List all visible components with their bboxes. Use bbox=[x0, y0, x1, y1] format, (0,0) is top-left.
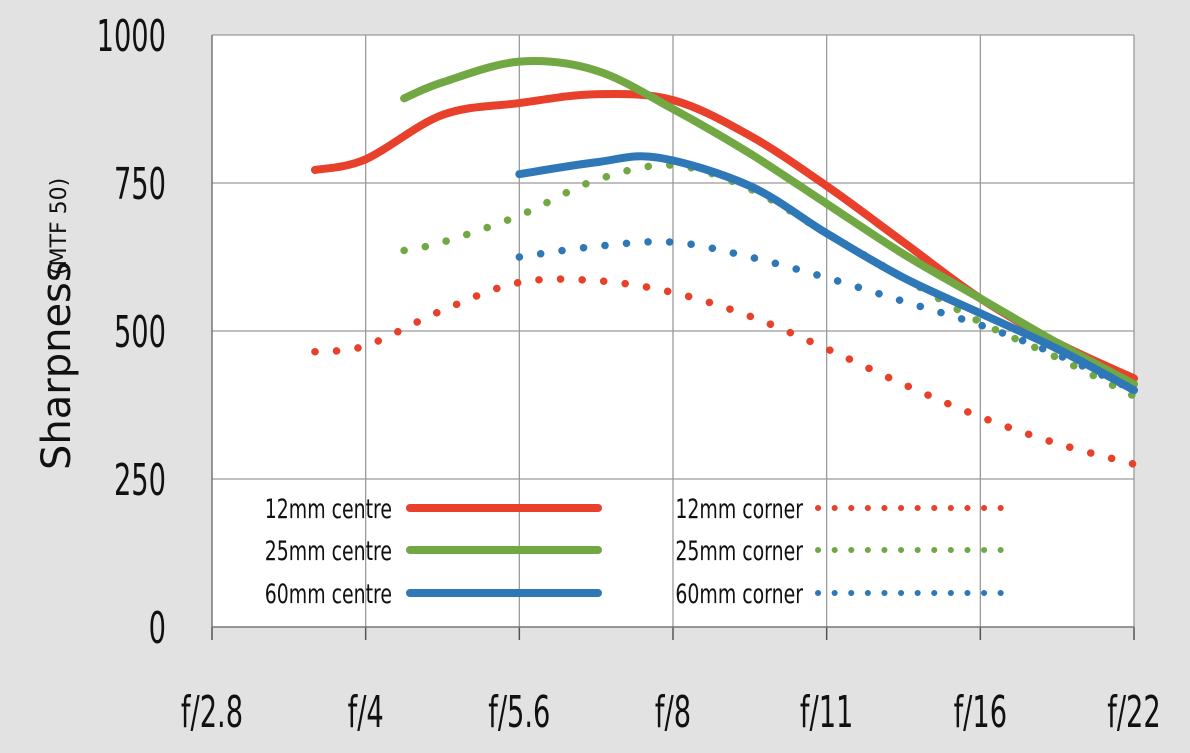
y-axis-label: Sharpness bbox=[34, 261, 80, 470]
axis-layer: 0 250 500 750 1000 f/2.8 f/4 f/5.6 f/8 f/11 f/16 f/… bbox=[97, 10, 1161, 738]
x-tick-label: f/4 bbox=[348, 686, 384, 738]
x-tick-label: f/5.6 bbox=[488, 686, 550, 738]
x-tick-label: f/11 bbox=[800, 686, 853, 738]
series-25mm-centre bbox=[400, 57, 1138, 389]
x-tick-label: f/16 bbox=[954, 686, 1007, 738]
y-axis-title: Sharpness (MTF 50) bbox=[34, 178, 80, 470]
y-tick-label: 500 bbox=[114, 306, 166, 358]
legend-label: 25mm centre bbox=[265, 536, 392, 567]
legend: 12mm centre 25mm centre 60mm centre 12mm co… bbox=[265, 494, 1015, 610]
x-tick-label: f/2.8 bbox=[181, 686, 243, 738]
y-tick-label: 250 bbox=[114, 454, 166, 506]
grid-lines bbox=[212, 34, 1135, 627]
series-60mm-centre bbox=[515, 152, 1138, 395]
legend-label: 12mm corner bbox=[675, 494, 803, 525]
series-60mm-corner bbox=[515, 237, 1138, 394]
y-tick-label: 1000 bbox=[97, 10, 166, 62]
legend-label: 60mm corner bbox=[675, 579, 803, 610]
series-layer bbox=[310, 57, 1138, 468]
legend-label: 60mm centre bbox=[265, 579, 392, 610]
x-tick-label: f/22 bbox=[1107, 686, 1160, 738]
legend-label: 25mm corner bbox=[675, 536, 803, 567]
y-axis-unit: (MTF 50) bbox=[47, 178, 72, 275]
y-tick-label: 0 bbox=[149, 602, 166, 654]
y-tick-label: 750 bbox=[114, 158, 166, 210]
legend-label: 12mm centre bbox=[265, 494, 392, 525]
series-12mm-corner bbox=[311, 275, 1138, 468]
x-tick-label: f/8 bbox=[655, 686, 691, 738]
